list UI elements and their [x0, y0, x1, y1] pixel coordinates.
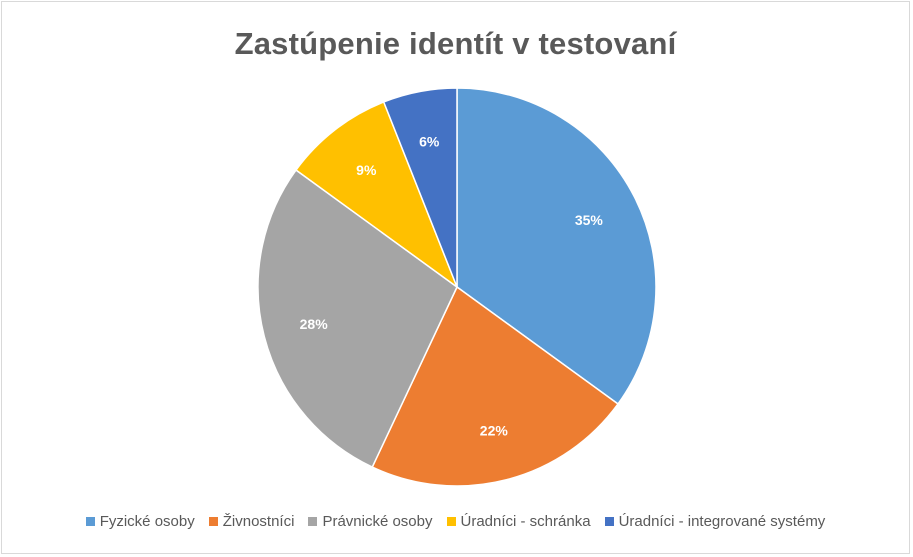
data-label-pravnicke-osoby: 28% — [300, 316, 329, 332]
data-label-fyzicke-osoby: 35% — [575, 212, 604, 228]
pie-slice-fyzicke-osoby — [456, 87, 657, 406]
data-label-uradnici-integrovane-systemy: 6% — [419, 134, 440, 150]
legend-swatch — [85, 517, 95, 526]
pie-slice-uradnici-schranka — [294, 101, 459, 290]
pie-slice-uradnici-integrovane-systemy — [382, 87, 458, 288]
legend-label: Úradníci - integrované systémy — [618, 513, 826, 530]
legend-swatch — [446, 517, 456, 526]
chart-title: Zastúpenie identít v testovaní — [234, 26, 677, 61]
legend-label: Úradníci - schránka — [460, 513, 591, 530]
chart-legend: Fyzické osoby Živnostníci Právnické osoby Ú… — [2, 513, 909, 530]
legend-label: Živnostníci — [222, 513, 295, 530]
legend-item: Úradníci - integrované systémy — [604, 513, 826, 530]
legend-swatch — [208, 517, 218, 526]
data-label-uradnici-schranka: 9% — [356, 162, 377, 178]
legend-item: Právnické osoby — [308, 513, 433, 530]
pie-slice-pravnicke-osoby — [257, 168, 458, 469]
legend-swatch — [308, 517, 318, 526]
legend-item: Úradníci - schránka — [446, 513, 591, 530]
legend-label: Právnické osoby — [322, 513, 433, 530]
legend-item: Fyzické osoby — [85, 513, 195, 530]
legend-swatch — [604, 517, 614, 526]
data-label-zivnostnici: 22% — [480, 422, 509, 438]
legend-label: Fyzické osoby — [99, 513, 195, 530]
legend-item: Živnostníci — [208, 513, 295, 530]
